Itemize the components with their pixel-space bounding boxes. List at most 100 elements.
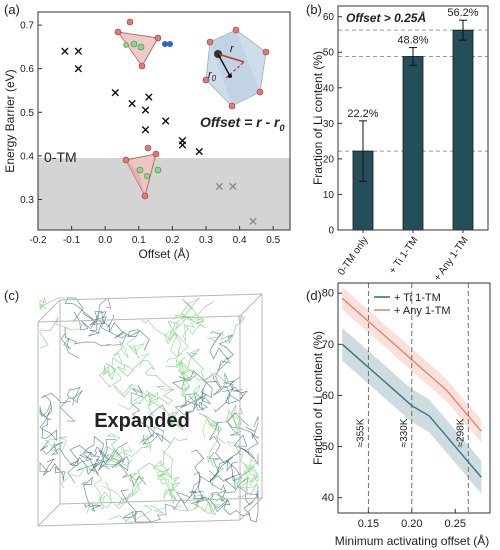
network-strand [226,416,259,440]
network-strand [39,458,65,481]
panel-c-label: (c) [4,288,19,303]
x-tick-label: + Ti 1-TM [387,235,420,276]
x-tick-label: 0.5 [266,235,280,246]
panel-d-xlabel: Minimum activating offset (Å) [335,533,490,548]
network-strand [141,425,171,445]
x-tick-label: 0.3 [199,235,213,246]
network-strand [101,435,152,461]
network-strand [107,322,150,351]
network-strand [150,471,201,523]
data-point [74,64,83,73]
bar [452,29,474,231]
network-strand [120,489,152,523]
data-point-grey [229,182,237,191]
network-strand [175,452,221,511]
network-strand [191,449,219,505]
panel-d-li-fraction-vs-offset: (d) 0.15 0.20 0.25 40 50 60 70 80 ≈355K ≈330K ≈29… [306,282,491,548]
x-tick-label: 0.1 [132,235,146,246]
network-strand [210,476,259,506]
network-strand [163,482,181,504]
data-point [161,117,170,125]
panel-a-ylabel: Energy Barrier (eV) [3,69,17,172]
network-strand [60,332,110,359]
network-strand [39,392,71,418]
network-strand [209,459,242,490]
panel-a-frame [37,11,291,231]
network-strand [175,358,191,398]
network-strand [167,297,200,332]
panel-d-label: (d) [306,288,322,303]
y-tick-label: 0.7 [20,21,34,32]
series-confidence-band [342,328,482,494]
network-strand [171,369,218,399]
y-tick-label: 0.5 [20,108,34,119]
y-tick-label: 0.3 [20,195,34,206]
network-strand [103,445,133,467]
panel-b-li-fraction-bars: (b) 0 10 20 30 40 50 60 22.2% 0-TM only 48.8% + T… [306,2,489,283]
network-strand [164,329,189,362]
r0-label: r0 [208,69,217,83]
network-strand [98,481,126,510]
tetrahedron-top-illustration [114,18,173,70]
network-strand [179,389,211,411]
network-strand [174,393,207,416]
network-strand [81,476,101,513]
network-strand [88,310,106,337]
network-strand [167,410,184,432]
network-strand [39,297,70,311]
network-strand [234,463,259,489]
data-point-grey [249,217,257,225]
panel-d-series: ≈355K ≈330K ≈298K [341,283,482,513]
y-tick-label: 40 [322,492,334,504]
data-point-grey [215,182,224,191]
octahedron-geometry-illustration: r r0 [202,26,270,110]
network-strand [173,493,225,514]
panel-a-xlabel: Offset (Å) [138,246,189,261]
network-strand [208,412,250,477]
network-strand [139,385,174,405]
network-strand [206,314,245,345]
bar-value-label: 22.2% [347,108,378,120]
network-strand [113,383,155,416]
network-strand [209,331,234,360]
panel-a-label: (a) [4,2,20,17]
bar-value-label: 48.8% [397,35,428,47]
network-strand [130,384,166,425]
tetrahedron-bottom-illustration [122,144,162,200]
low-barrier-band [38,158,290,230]
network-strand [236,465,259,498]
li-network-cloud [39,297,259,523]
network-strand [116,359,174,392]
network-strand [152,450,173,481]
bar-value-label: 56.2% [447,7,478,19]
network-strand [181,301,214,325]
panel-d-frame [337,282,491,514]
network-strand [89,297,115,327]
network-strand [69,444,98,476]
y-tick-label: 80 [322,288,334,300]
y-tick-label: 60 [323,12,335,23]
legend-label: + Ti 1-TM [394,292,441,304]
data-point [141,106,150,114]
x-tick-label: 0.4 [233,235,247,246]
x-tick-label: -0.2 [29,235,47,246]
network-strand [126,336,150,368]
y-tick-label: 70 [322,339,334,351]
panel-b-label: (b) [306,2,322,17]
panel-c-network-render: (c) Expanded [4,288,263,527]
data-point [141,126,150,134]
network-strand [82,435,109,471]
y-tick-label: 0.6 [20,64,34,75]
y-tick-label: 20 [323,154,335,165]
network-strand [105,433,133,468]
panel-b-ticks: 0 10 20 30 40 50 60 [323,12,342,237]
network-strand [199,412,226,445]
network-strand [141,319,183,358]
panel-d-ylabel: Fraction of Li content (%) [311,331,325,465]
network-strand [181,348,214,383]
data-point [128,99,136,108]
y-tick-label: 30 [323,119,335,130]
network-strand [226,440,259,483]
panel-b-bars: 22.2% 0-TM only 48.8% + Ti 1-TM 56.2% + Any 1… [336,7,479,283]
